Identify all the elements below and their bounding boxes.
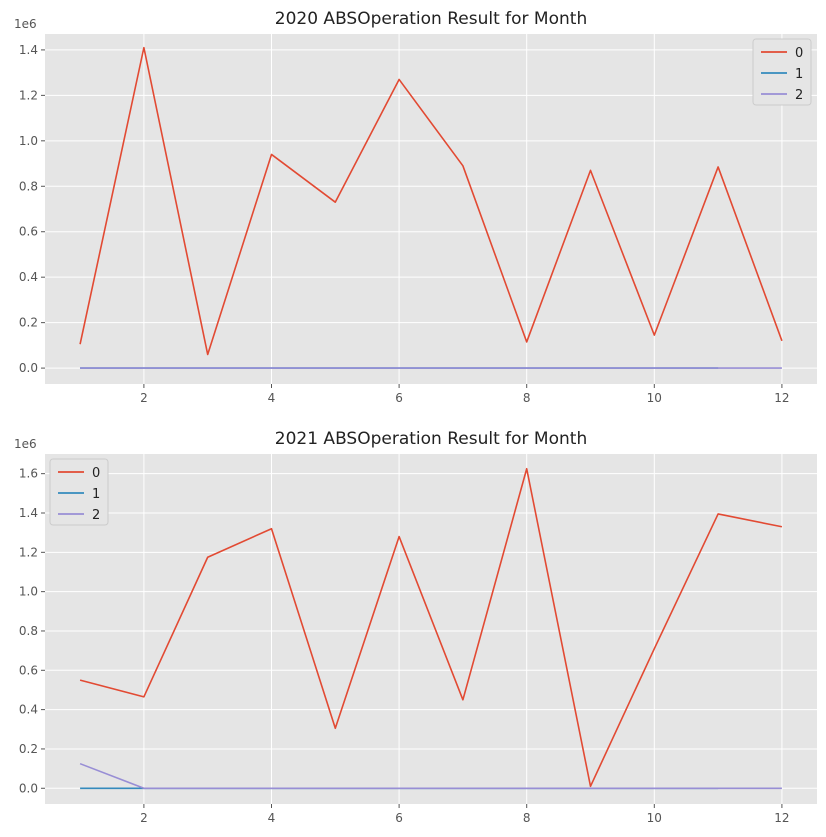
- x-tick-label: 2: [140, 391, 148, 405]
- y-tick-label: 1.6: [19, 467, 38, 481]
- x-tick-label: 8: [523, 811, 531, 825]
- series-line-0: [79, 467, 783, 788]
- y-tick-label: 0.0: [19, 781, 38, 795]
- legend-box: [752, 38, 812, 106]
- y-tick-label: 1.2: [19, 545, 38, 559]
- y-tick-label: 0.8: [19, 624, 38, 638]
- y-tick-label: 0.6: [19, 663, 38, 677]
- plot-area: [45, 34, 817, 384]
- y-tick-label: 0.2: [19, 316, 38, 330]
- y-offset-label: 1e6: [14, 437, 37, 451]
- y-tick-label: 1.0: [19, 585, 38, 599]
- legend-label-1: 1: [795, 67, 803, 82]
- x-tick-label: 2: [140, 811, 148, 825]
- y-offset-label: 1e6: [14, 17, 37, 31]
- y-tick-label: 1.0: [19, 134, 38, 148]
- x-tick-label: 12: [774, 811, 789, 825]
- y-tick-label: 1.4: [19, 506, 38, 520]
- y-tick-label: 0.0: [19, 361, 38, 375]
- series-line-0: [79, 46, 783, 356]
- chart-title: 2021 ABSOperation Result for Month: [275, 429, 587, 449]
- x-tick-label: 6: [395, 811, 403, 825]
- legend-box: [49, 458, 109, 526]
- legend: 0 1 2: [752, 38, 812, 106]
- chart-title: 2020 ABSOperation Result for Month: [275, 9, 587, 29]
- x-tick-label: 4: [268, 391, 276, 405]
- x-tick-label: 8: [523, 391, 531, 405]
- x-tick-label: 10: [647, 391, 662, 405]
- legend-label-1: 1: [92, 487, 100, 502]
- plot-area: [45, 454, 817, 804]
- x-tick-label: 12: [774, 391, 789, 405]
- y-tick-label: 0.2: [19, 742, 38, 756]
- series-line-2: [79, 762, 782, 790]
- legend-label-0: 0: [795, 46, 803, 61]
- x-tick-label: 4: [268, 811, 276, 825]
- legend-label-2: 2: [92, 508, 100, 523]
- y-tick-label: 0.4: [19, 703, 38, 717]
- y-tick-label: 0.6: [19, 225, 38, 239]
- legend-label-2: 2: [795, 88, 803, 103]
- y-tick-label: 1.2: [19, 88, 38, 102]
- y-tick-label: 1.4: [19, 43, 38, 57]
- y-tick-label: 0.8: [19, 179, 38, 193]
- legend-label-0: 0: [92, 466, 100, 481]
- y-tick-label: 0.4: [19, 270, 38, 284]
- legend: 0 1 2: [49, 458, 109, 526]
- x-tick-label: 6: [395, 391, 403, 405]
- x-tick-label: 10: [647, 811, 662, 825]
